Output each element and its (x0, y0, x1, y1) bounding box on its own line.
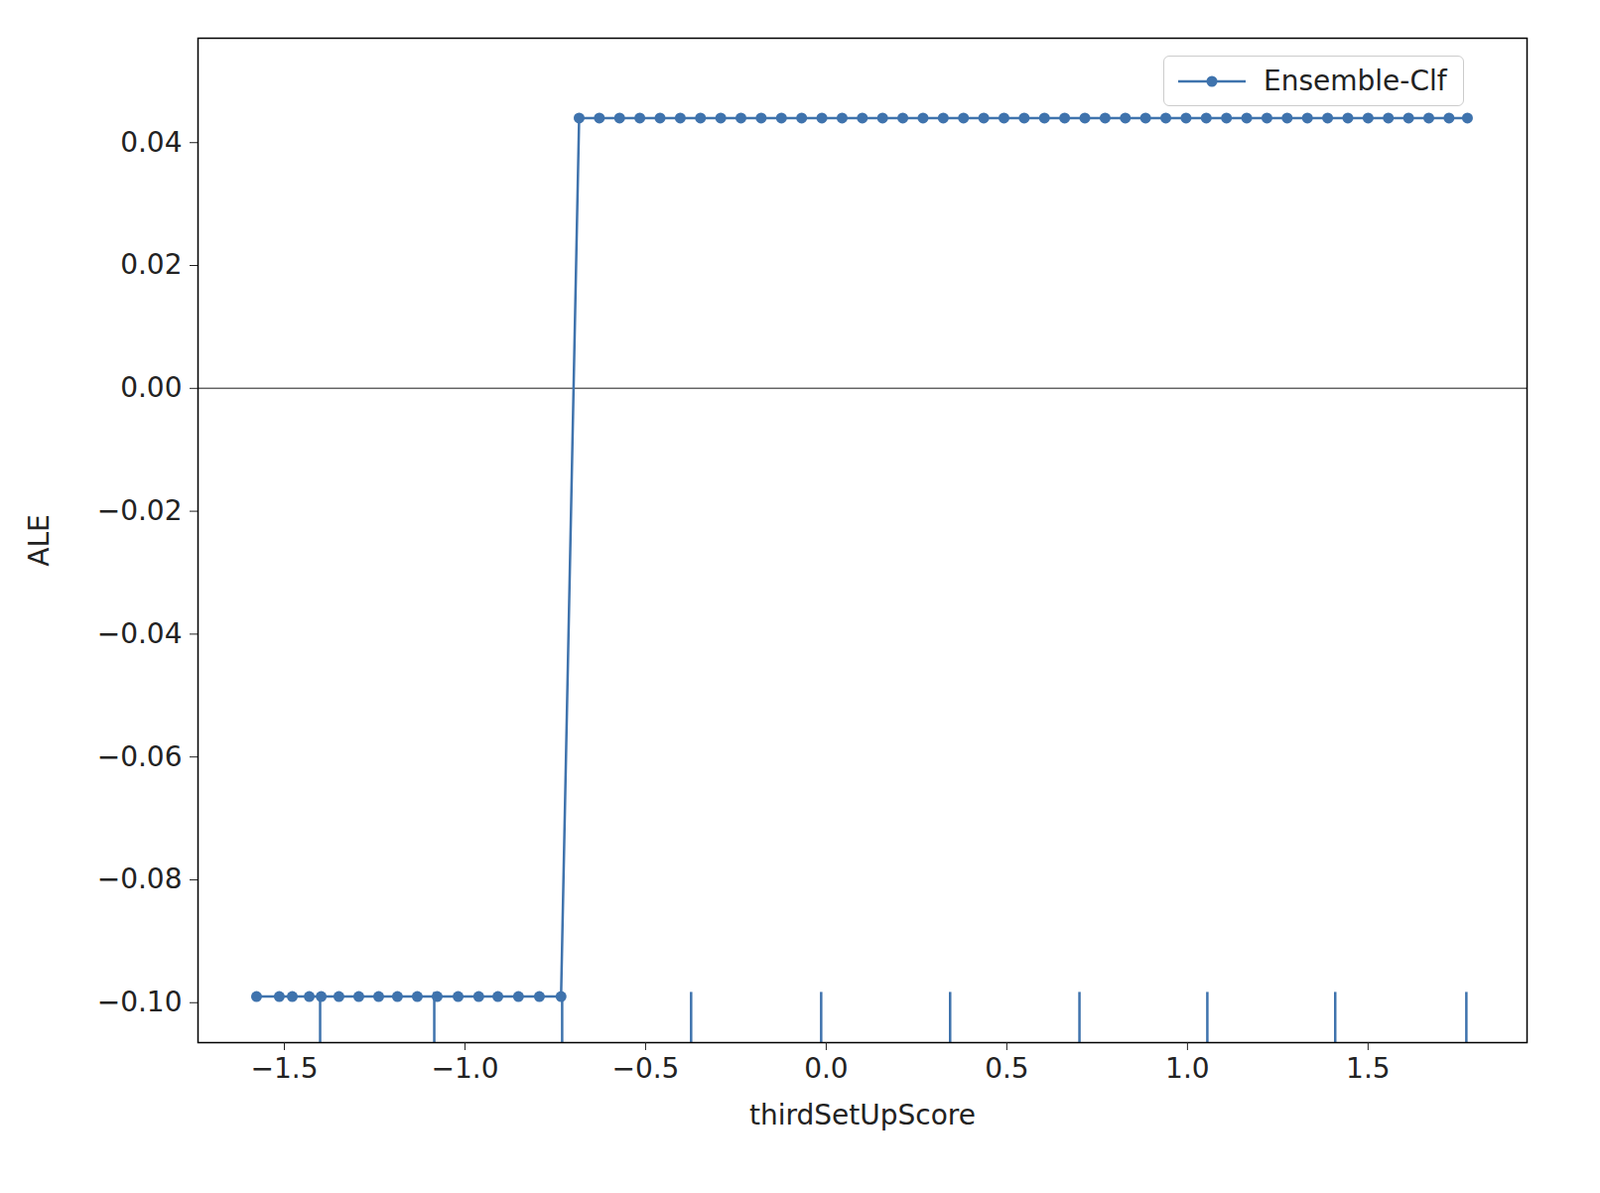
svg-text:1.0: 1.0 (1165, 1052, 1210, 1085)
svg-text:−0.08: −0.08 (97, 862, 183, 896)
svg-text:0.02: 0.02 (120, 248, 182, 281)
svg-text:−0.10: −0.10 (97, 985, 183, 1019)
svg-text:thirdSetUpScore: thirdSetUpScore (749, 1098, 976, 1132)
svg-text:0.5: 0.5 (984, 1052, 1030, 1085)
html-text:Ensemble-Clf: Ensemble-Clf (1263, 64, 1447, 98)
svg-text:−1.5: −1.5 (250, 1052, 318, 1085)
svg-text:ALE: ALE (22, 514, 56, 566)
svg-text:−0.04: −0.04 (97, 617, 183, 651)
svg-text:0.00: 0.00 (120, 371, 182, 404)
svg-text:−0.02: −0.02 (97, 494, 183, 528)
svg-text:−0.5: −0.5 (611, 1052, 679, 1085)
svg-text:0.0: 0.0 (803, 1052, 849, 1085)
svg-text:−1.0: −1.0 (430, 1052, 499, 1085)
svg-text:1.5: 1.5 (1345, 1052, 1391, 1085)
svg-text:0.04: 0.04 (120, 126, 182, 159)
svg-text:−0.06: −0.06 (97, 740, 183, 774)
